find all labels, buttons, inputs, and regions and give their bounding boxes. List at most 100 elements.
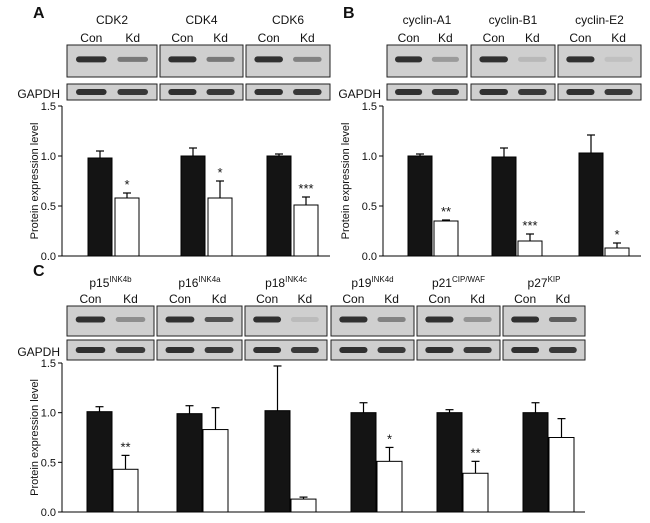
panel-c-blot-band-kd xyxy=(548,317,577,322)
panel-c-gapdh-box xyxy=(416,339,501,361)
panel-c-bar-kd xyxy=(462,472,489,513)
panel-a-y-axis-label: Protein expression level xyxy=(29,123,41,240)
panel-c-bar-kd xyxy=(548,437,575,513)
panel-b-y-tick-label: 1.5 xyxy=(362,101,377,113)
panel-b-gapdh-box xyxy=(470,83,556,101)
panel-c-gapdh-band-kd xyxy=(204,347,234,353)
panel-c-bar-kd xyxy=(202,429,229,513)
panel-b-protein-label: cyclin-E2 xyxy=(575,13,624,27)
panel-a-blot-band-kd xyxy=(206,56,235,62)
panel-a-significance-label: * xyxy=(217,165,222,180)
panel-c-gapdh-band-con xyxy=(165,347,195,353)
panel-c-gapdh-band-kd xyxy=(463,347,492,353)
panel-c-lane-label-kd: Kd xyxy=(212,292,227,306)
panel-c-bar-kd xyxy=(112,468,139,513)
panel-b-significance-label: ** xyxy=(441,204,451,219)
panel-c-blot-band-con xyxy=(253,316,282,323)
panel-b-lane-label-con: Con xyxy=(483,31,505,45)
panel-a-protein-label: CDK6 xyxy=(272,13,304,27)
panel-c-protein-superscript: KIP xyxy=(548,275,561,284)
panel-b-blot-band-kd xyxy=(518,56,547,62)
panel-c-gapdh-band-kd xyxy=(377,347,406,353)
panel-c-gapdh-band-con xyxy=(339,347,368,353)
panel-c-blot-band-con xyxy=(425,316,454,323)
panel-a-y-tick-label: 0.0 xyxy=(41,251,56,263)
panel-b-y-tick-label: 0.5 xyxy=(362,201,377,213)
panel-b-gapdh-band-con xyxy=(479,89,508,95)
panel-c-lane-label-con: Con xyxy=(428,292,450,306)
panel-a-gapdh-band-kd xyxy=(293,89,322,95)
panel-c-protein-label: p21CIP/WAF xyxy=(432,275,485,290)
panel-c-protein-label: p27KIP xyxy=(528,275,561,290)
panel-a-bar-kd xyxy=(293,204,319,257)
panel-b-bar-con xyxy=(407,155,433,257)
panel-c-gapdh-band-con xyxy=(511,347,540,353)
panel-b-bar-con xyxy=(578,152,604,257)
panel-c-lane-label-kd: Kd xyxy=(470,292,485,306)
panel-b-blot-band-con xyxy=(566,56,595,63)
panel-c-protein-label: p18INK4c xyxy=(265,275,307,290)
panel-c-gapdh-box xyxy=(66,339,155,361)
panel-c-lane-label-con: Con xyxy=(169,292,191,306)
panel-a-bar-con xyxy=(180,155,206,257)
panel-c-gapdh-box xyxy=(156,339,243,361)
panel-c-bar-con xyxy=(176,413,203,513)
panel-b-letter: B xyxy=(343,5,355,22)
panel-c-gapdh-band-kd xyxy=(115,347,146,353)
panel-b-lane-label-con: Con xyxy=(398,31,420,45)
panel-a-blot-band-con xyxy=(76,56,107,63)
panel-b-gapdh-label: GAPDH xyxy=(338,87,381,101)
panel-a-blot-band-kd xyxy=(293,56,322,62)
panel-c-gapdh-band-con xyxy=(75,347,106,353)
panel-c-protein-superscript: INK4d xyxy=(371,275,393,284)
panel-b-lane-label-kd: Kd xyxy=(525,31,540,45)
panel-c-lane-label-kd: Kd xyxy=(556,292,571,306)
panel-b-protein-label: cyclin-A1 xyxy=(403,13,452,27)
panel-a-lane-label-con: Con xyxy=(258,31,280,45)
panel-c-blot-band-kd xyxy=(204,317,234,322)
panel-c-bar-kd xyxy=(376,460,403,513)
panel-c-gapdh-box xyxy=(244,339,328,361)
panel-c-significance-label: * xyxy=(387,431,392,446)
panel-c-gapdh-box xyxy=(330,339,415,361)
panel-c-lane-label-kd: Kd xyxy=(298,292,313,306)
panel-b-gapdh-band-kd xyxy=(604,89,633,95)
panel-a-lane-label-con: Con xyxy=(171,31,193,45)
panel-c-y-tick-label: 0.0 xyxy=(41,507,56,519)
panel-c-bar-con xyxy=(350,412,377,513)
panel-b-significance-label: *** xyxy=(522,218,537,233)
panel-c-bar-con xyxy=(264,410,291,513)
panel-a-lane-label-con: Con xyxy=(80,31,102,45)
panel-c-lane-label-con: Con xyxy=(342,292,364,306)
panel-c-gapdh-box xyxy=(502,339,586,361)
panel-c-protein-superscript: INK4a xyxy=(198,275,221,284)
panel-c-significance-label: ** xyxy=(470,445,480,460)
panel-a-bar-kd xyxy=(207,197,233,257)
panel-c-protein-superscript: CIP/WAF xyxy=(452,275,485,284)
panel-a-gapdh-band-con xyxy=(254,89,283,95)
panel-c-protein-superscript: INK4b xyxy=(109,275,132,284)
panel-b-gapdh-band-kd xyxy=(431,89,459,95)
panel-a-lane-label-kd: Kd xyxy=(300,31,315,45)
panel-c-letter: C xyxy=(33,263,45,280)
panel-a-y-tick-label: 0.5 xyxy=(41,201,56,213)
panel-b-bar-con xyxy=(491,156,517,257)
panel-c-blot-band-kd xyxy=(115,317,146,322)
panel-a-bar-kd xyxy=(114,197,140,257)
panel-a-blot-band-con xyxy=(254,56,283,63)
panel-c-bar-con xyxy=(86,411,113,513)
panel-b-blot-band-con xyxy=(395,56,423,63)
panel-b-y-tick-label: 0.0 xyxy=(362,251,377,263)
panel-a-gapdh-box xyxy=(159,83,244,101)
panel-b-bar-kd xyxy=(604,247,630,257)
panel-c-gapdh-band-con xyxy=(253,347,282,353)
panel-c-y-tick-label: 1.0 xyxy=(41,408,56,420)
panel-a-significance-label: * xyxy=(124,177,129,192)
panel-c-blot-band-con xyxy=(339,316,368,323)
panel-b-lane-label-kd: Kd xyxy=(611,31,626,45)
panel-c-blot-band-con xyxy=(75,316,106,323)
panel-b-y-tick-label: 1.0 xyxy=(362,151,377,163)
panel-a-bar-con xyxy=(87,157,113,257)
panel-b-bar-kd xyxy=(433,220,459,257)
